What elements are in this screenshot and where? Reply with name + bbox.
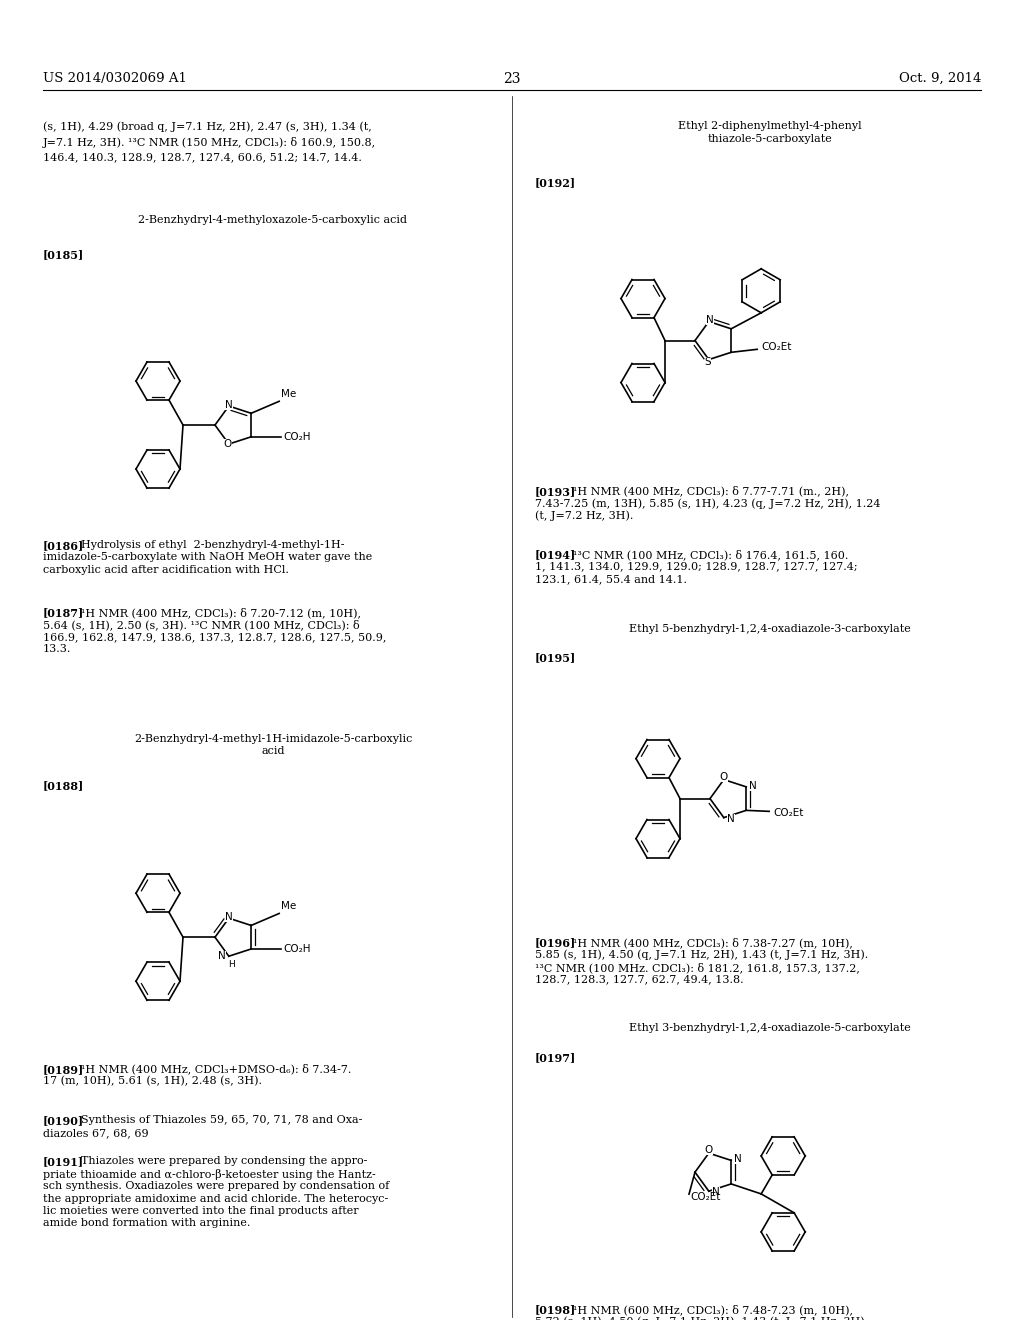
- Text: [0195]: [0195]: [535, 652, 577, 663]
- Text: US 2014/0302069 A1: US 2014/0302069 A1: [43, 73, 186, 84]
- Text: priate thioamide and α-chloro-β-ketoester using the Hantz-: priate thioamide and α-chloro-β-ketoeste…: [43, 1168, 376, 1180]
- Text: [0198]: [0198]: [535, 1304, 577, 1315]
- Text: [0196]: [0196]: [535, 937, 577, 948]
- Text: Hydrolysis of ethyl  2-benzhydryl-4-methyl-1H-: Hydrolysis of ethyl 2-benzhydryl-4-methy…: [81, 540, 344, 550]
- Text: CO₂Et: CO₂Et: [690, 1192, 720, 1203]
- Text: [0190]: [0190]: [43, 1115, 84, 1126]
- Text: Oct. 9, 2014: Oct. 9, 2014: [899, 73, 981, 84]
- Text: Thiazoles were prepared by condensing the appro-: Thiazoles were prepared by condensing th…: [81, 1156, 368, 1167]
- Text: [0189]: [0189]: [43, 1064, 84, 1074]
- Text: Ethyl 2-diphenylmethyl-4-phenyl: Ethyl 2-diphenylmethyl-4-phenyl: [678, 121, 862, 132]
- Text: [0197]: [0197]: [535, 1052, 577, 1063]
- Text: diazoles 67, 68, 69: diazoles 67, 68, 69: [43, 1127, 148, 1138]
- Text: 5.64 (s, 1H), 2.50 (s, 3H). ¹³C NMR (100 MHz, CDCl₃): δ: 5.64 (s, 1H), 2.50 (s, 3H). ¹³C NMR (100…: [43, 619, 359, 631]
- Text: CO₂H: CO₂H: [284, 944, 310, 954]
- Text: O: O: [223, 440, 232, 449]
- Text: N: N: [706, 314, 714, 325]
- Text: Ethyl 5-benzhydryl-1,2,4-oxadiazole-3-carboxylate: Ethyl 5-benzhydryl-1,2,4-oxadiazole-3-ca…: [629, 624, 911, 635]
- Text: acid: acid: [261, 746, 285, 756]
- Text: [0192]: [0192]: [535, 177, 577, 187]
- Text: imidazole-5-carboxylate with NaOH MeOH water gave the: imidazole-5-carboxylate with NaOH MeOH w…: [43, 552, 373, 562]
- Text: thiazole-5-carboxylate: thiazole-5-carboxylate: [708, 133, 833, 144]
- Text: sch synthesis. Oxadiazoles were prepared by condensation of: sch synthesis. Oxadiazoles were prepared…: [43, 1181, 389, 1191]
- Text: ¹³C NMR (100 MHz. CDCl₃): δ 181.2, 161.8, 157.3, 137.2,: ¹³C NMR (100 MHz. CDCl₃): δ 181.2, 161.8…: [535, 962, 860, 973]
- Text: N: N: [218, 952, 226, 961]
- Text: [0193]: [0193]: [535, 486, 577, 496]
- Text: 166.9, 162.8, 147.9, 138.6, 137.3, 12.8.7, 128.6, 127.5, 50.9,: 166.9, 162.8, 147.9, 138.6, 137.3, 12.8.…: [43, 632, 386, 642]
- Text: 1, 141.3, 134.0, 129.9, 129.0; 128.9, 128.7, 127.7, 127.4;: 1, 141.3, 134.0, 129.9, 129.0; 128.9, 12…: [535, 561, 858, 572]
- Text: ¹H NMR (600 MHz, CDCl₃): δ 7.48-7.23 (m, 10H),: ¹H NMR (600 MHz, CDCl₃): δ 7.48-7.23 (m,…: [573, 1304, 853, 1315]
- Text: ¹H NMR (400 MHz, CDCl₃): δ 7.77-7.71 (m., 2H),: ¹H NMR (400 MHz, CDCl₃): δ 7.77-7.71 (m.…: [573, 486, 849, 496]
- Text: N: N: [727, 813, 734, 824]
- Text: ¹H NMR (400 MHz, CDCl₃): δ 7.20-7.12 (m, 10H),: ¹H NMR (400 MHz, CDCl₃): δ 7.20-7.12 (m,…: [81, 607, 361, 618]
- Text: [0194]: [0194]: [535, 549, 577, 560]
- Text: ¹H NMR (400 MHz, CDCl₃): δ 7.38-7.27 (m, 10H),: ¹H NMR (400 MHz, CDCl₃): δ 7.38-7.27 (m,…: [573, 937, 853, 948]
- Text: [0185]: [0185]: [43, 249, 84, 260]
- Text: (s, 1H), 4.29 (broad q, J=7.1 Hz, 2H), 2.47 (s, 3H), 1.34 (t,: (s, 1H), 4.29 (broad q, J=7.1 Hz, 2H), 2…: [43, 121, 372, 132]
- Text: 146.4, 140.3, 128.9, 128.7, 127.4, 60.6, 51.2; 14.7, 14.4.: 146.4, 140.3, 128.9, 128.7, 127.4, 60.6,…: [43, 152, 361, 162]
- Text: N: N: [225, 400, 232, 411]
- Text: N: N: [225, 912, 232, 923]
- Text: [0187]: [0187]: [43, 607, 84, 618]
- Text: J=7.1 Hz, 3H). ¹³C NMR (150 MHz, CDCl₃): δ 160.9, 150.8,: J=7.1 Hz, 3H). ¹³C NMR (150 MHz, CDCl₃):…: [43, 137, 376, 148]
- Text: ¹H NMR (400 MHz, CDCl₃+DMSO-d₆): δ 7.34-7.: ¹H NMR (400 MHz, CDCl₃+DMSO-d₆): δ 7.34-…: [81, 1064, 351, 1074]
- Text: O: O: [705, 1146, 713, 1155]
- Text: [0186]: [0186]: [43, 540, 84, 550]
- Text: lic moieties were converted into the final products after: lic moieties were converted into the fin…: [43, 1206, 358, 1216]
- Text: 128.7, 128.3, 127.7, 62.7, 49.4, 13.8.: 128.7, 128.3, 127.7, 62.7, 49.4, 13.8.: [535, 974, 743, 985]
- Text: 123.1, 61.4, 55.4 and 14.1.: 123.1, 61.4, 55.4 and 14.1.: [535, 574, 687, 583]
- Text: amide bond formation with arginine.: amide bond formation with arginine.: [43, 1218, 251, 1229]
- Text: 2-Benzhydryl-4-methyl-1H-imidazole-5-carboxylic: 2-Benzhydryl-4-methyl-1H-imidazole-5-car…: [134, 734, 413, 744]
- Text: S: S: [705, 356, 711, 367]
- Text: 5.72 (s, 1H), 4.50 (q, J=7.1 Hz, 2H), 1.43 (t, J=7.1 Hz, 3H).: 5.72 (s, 1H), 4.50 (q, J=7.1 Hz, 2H), 1.…: [535, 1316, 868, 1320]
- Text: 2-Benzhydryl-4-methyloxazole-5-carboxylic acid: 2-Benzhydryl-4-methyloxazole-5-carboxyli…: [138, 215, 408, 226]
- Text: (t, J=7.2 Hz, 3H).: (t, J=7.2 Hz, 3H).: [535, 511, 634, 521]
- Text: [0188]: [0188]: [43, 780, 84, 791]
- Text: CO₂Et: CO₂Et: [761, 342, 792, 352]
- Text: O: O: [720, 772, 728, 781]
- Text: carboxylic acid after acidification with HCl.: carboxylic acid after acidification with…: [43, 565, 289, 574]
- Text: Synthesis of Thiazoles 59, 65, 70, 71, 78 and Oxa-: Synthesis of Thiazoles 59, 65, 70, 71, 7…: [81, 1115, 362, 1126]
- Text: 5.85 (s, 1H), 4.50 (q, J=7.1 Hz, 2H), 1.43 (t, J=7.1 Hz, 3H).: 5.85 (s, 1H), 4.50 (q, J=7.1 Hz, 2H), 1.…: [535, 949, 868, 960]
- Text: CO₂Et: CO₂Et: [773, 808, 804, 818]
- Text: the appropriate amidoxime and acid chloride. The heterocyc-: the appropriate amidoxime and acid chlor…: [43, 1193, 388, 1204]
- Text: Me: Me: [282, 389, 296, 399]
- Text: [0191]: [0191]: [43, 1156, 84, 1167]
- Text: Ethyl 3-benzhydryl-1,2,4-oxadiazole-5-carboxylate: Ethyl 3-benzhydryl-1,2,4-oxadiazole-5-ca…: [629, 1023, 911, 1034]
- Text: 7.43-7.25 (m, 13H), 5.85 (s, 1H), 4.23 (q, J=7.2 Hz, 2H), 1.24: 7.43-7.25 (m, 13H), 5.85 (s, 1H), 4.23 (…: [535, 498, 881, 508]
- Text: ¹³C NMR (100 MHz, CDCl₃): δ 176.4, 161.5, 160.: ¹³C NMR (100 MHz, CDCl₃): δ 176.4, 161.5…: [573, 549, 848, 560]
- Text: Me: Me: [282, 902, 296, 911]
- Text: 17 (m, 10H), 5.61 (s, 1H), 2.48 (s, 3H).: 17 (m, 10H), 5.61 (s, 1H), 2.48 (s, 3H).: [43, 1076, 262, 1086]
- Text: N: N: [734, 1155, 742, 1164]
- Text: 23: 23: [503, 71, 521, 86]
- Text: N: N: [712, 1187, 720, 1197]
- Text: H: H: [228, 960, 236, 969]
- Text: CO₂H: CO₂H: [284, 432, 310, 442]
- Text: 13.3.: 13.3.: [43, 644, 72, 655]
- Text: N: N: [750, 781, 757, 791]
